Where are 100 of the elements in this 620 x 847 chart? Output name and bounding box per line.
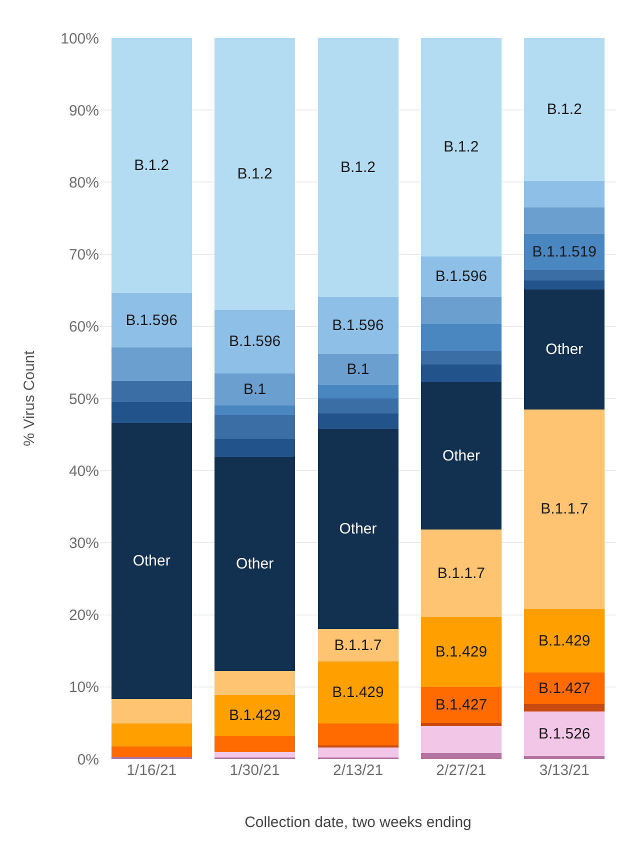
bar xyxy=(214,736,296,752)
bar xyxy=(111,347,192,382)
y-tick-label: 40% xyxy=(68,462,99,480)
bar xyxy=(214,415,296,439)
data-label: Other xyxy=(339,520,377,538)
bar xyxy=(214,438,296,457)
bar xyxy=(214,694,296,736)
y-tick-label: 60% xyxy=(68,318,99,336)
y-tick-label: 20% xyxy=(68,607,99,624)
data-label: B.1.2 xyxy=(444,138,479,156)
bar xyxy=(524,38,605,181)
bar xyxy=(420,38,502,256)
data-label: B.1.427 xyxy=(538,680,590,697)
bar xyxy=(524,711,605,756)
bar xyxy=(214,671,296,695)
bar xyxy=(318,296,398,354)
bar xyxy=(318,629,398,662)
bar xyxy=(420,324,502,351)
data-label: B.1.596 xyxy=(332,316,384,334)
bar xyxy=(214,752,296,758)
bar xyxy=(420,722,502,726)
bar xyxy=(111,38,192,294)
data-label: B.1.526 xyxy=(538,725,590,742)
bar xyxy=(420,364,502,382)
bar xyxy=(524,290,605,410)
bar xyxy=(318,414,398,429)
bar xyxy=(420,256,502,297)
bar xyxy=(111,381,192,402)
bar xyxy=(524,270,605,280)
y-tick-label: 80% xyxy=(68,174,99,192)
data-label: B.1.429 xyxy=(435,643,488,660)
bar xyxy=(420,616,502,687)
x-tick-label: 1/16/21 xyxy=(126,762,177,779)
data-label: Other xyxy=(442,447,480,464)
bar xyxy=(318,354,398,385)
data-label: B.1.1.7 xyxy=(540,500,588,518)
data-label: B.1 xyxy=(244,380,266,398)
bar xyxy=(214,373,296,406)
bar xyxy=(111,724,192,747)
bar xyxy=(420,350,502,365)
data-label: B.1.427 xyxy=(435,696,488,714)
data-label: B.1.596 xyxy=(228,333,281,350)
bar xyxy=(524,234,605,270)
bar xyxy=(214,310,296,374)
data-label: B.1.1.7 xyxy=(334,636,382,654)
y-tick-label: 100% xyxy=(60,30,99,48)
data-label: B.1.2 xyxy=(340,158,376,176)
bar xyxy=(524,756,605,759)
bar xyxy=(318,662,398,724)
bar xyxy=(420,686,502,723)
bar xyxy=(111,746,192,757)
y-tick-label: 10% xyxy=(68,679,99,696)
x-tick-label: 1/30/21 xyxy=(230,762,280,779)
data-label: Other xyxy=(546,340,584,358)
data-label: B.1.429 xyxy=(538,632,590,650)
bar xyxy=(111,423,192,700)
x-tick-label: 2/13/21 xyxy=(332,762,384,779)
data-label: B.1.429 xyxy=(332,684,384,702)
y-tick-label: 50% xyxy=(68,390,99,408)
bar xyxy=(318,428,398,630)
data-label: Other xyxy=(132,552,170,570)
bar xyxy=(214,456,296,672)
bar xyxy=(524,409,605,610)
x-axis-title: Collection date, two weeks ending xyxy=(244,814,472,831)
data-label: B.1.1.519 xyxy=(532,244,597,261)
y-tick-label: 70% xyxy=(68,246,99,264)
bar xyxy=(318,38,398,297)
bar xyxy=(214,406,296,416)
x-tick-label: 3/13/21 xyxy=(539,762,590,779)
y-tick-label: 0% xyxy=(77,751,99,768)
bar xyxy=(524,207,605,234)
bar xyxy=(111,293,192,348)
bar xyxy=(318,398,398,414)
data-label: B.1.2 xyxy=(134,157,170,174)
data-label: B.1.596 xyxy=(435,268,488,286)
bar xyxy=(318,384,398,398)
bar xyxy=(524,180,605,208)
data-label: B.1.1.7 xyxy=(437,564,485,582)
y-axis-title: % Virus Count xyxy=(20,350,38,446)
bar xyxy=(111,699,192,724)
data-label: B.1.429 xyxy=(228,706,281,724)
bar xyxy=(420,726,502,754)
bar xyxy=(111,402,192,424)
bar xyxy=(524,704,605,712)
bar xyxy=(524,672,605,704)
data-label: B.1.596 xyxy=(126,312,178,329)
bar xyxy=(318,724,398,746)
y-tick-label: 90% xyxy=(68,102,99,120)
data-label: B.1.2 xyxy=(546,100,582,118)
bar xyxy=(420,753,502,759)
bar xyxy=(318,747,398,758)
data-label: B.1 xyxy=(346,360,370,378)
bar xyxy=(420,530,502,617)
bar xyxy=(420,382,502,530)
data-label: B.1.2 xyxy=(237,165,272,182)
bar xyxy=(524,280,605,290)
data-label: Other xyxy=(236,555,274,572)
bar xyxy=(420,296,502,324)
y-tick-label: 30% xyxy=(68,534,99,552)
bar xyxy=(524,609,605,672)
